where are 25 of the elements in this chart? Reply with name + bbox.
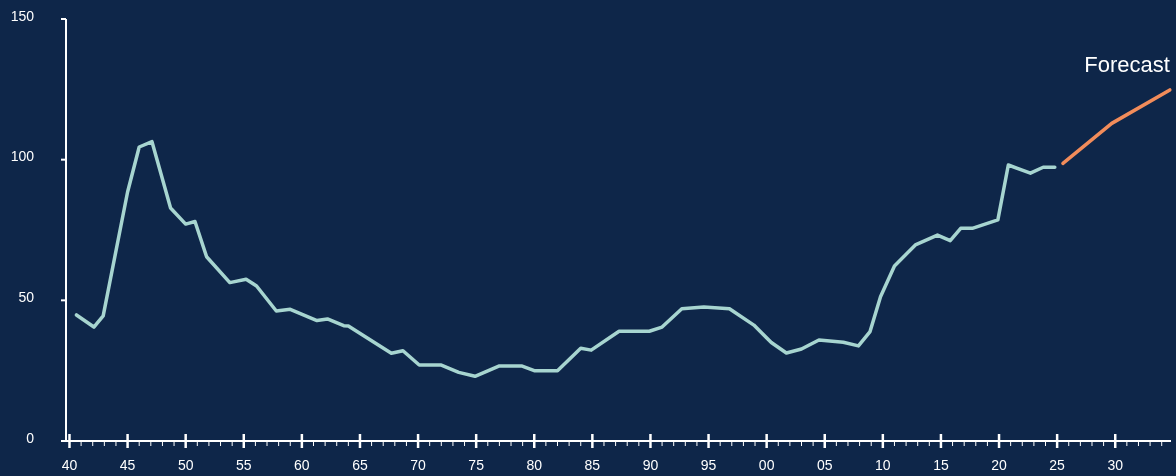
x-tick-label: 20 xyxy=(991,457,1008,473)
x-tick-label: 00 xyxy=(758,457,775,473)
x-tick-label: 80 xyxy=(526,457,543,473)
x-tick-label: 70 xyxy=(410,457,427,473)
x-tick-label: 85 xyxy=(584,457,601,473)
x-tick-label: 95 xyxy=(700,457,717,473)
x-tick-label: 50 xyxy=(177,457,194,473)
x-tick-label: 15 xyxy=(933,457,949,473)
x-tick-label: 90 xyxy=(642,457,659,473)
y-tick-label: 0 xyxy=(26,429,35,446)
x-tick-label: 30 xyxy=(1107,457,1124,473)
series-label: Forecast xyxy=(1084,51,1170,77)
x-tick-label: 10 xyxy=(875,457,891,473)
x-tick-label: 65 xyxy=(352,457,368,473)
x-tick-label: 60 xyxy=(294,457,310,473)
x-tick-label: 05 xyxy=(816,457,833,473)
x-tick-label: 55 xyxy=(235,457,252,473)
y-tick-label: 50 xyxy=(18,289,35,306)
x-tick-label: 75 xyxy=(468,457,485,473)
line-series xyxy=(74,139,1057,379)
x-tick-label: 40 xyxy=(61,457,78,473)
x-tick-label: 45 xyxy=(119,457,136,473)
y-tick-label: 100 xyxy=(10,148,35,165)
x-tick-label: 25 xyxy=(1049,457,1066,473)
y-tick-label: 150 xyxy=(10,7,35,24)
